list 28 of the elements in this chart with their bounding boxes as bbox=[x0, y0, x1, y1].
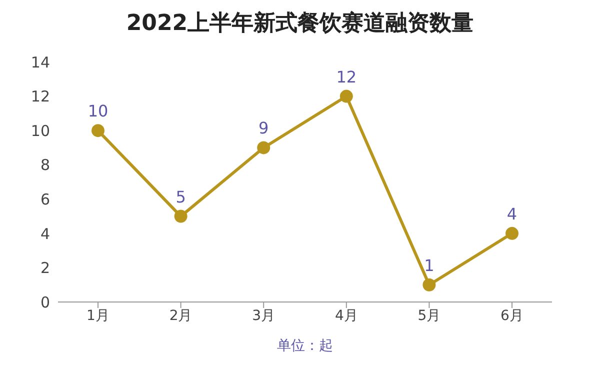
chart-title: 2022上半年新式餐饮赛道融资数量 bbox=[125, 10, 475, 38]
y-tick-label: 12 bbox=[30, 88, 50, 106]
data-label: 12 bbox=[336, 67, 357, 86]
point bbox=[174, 210, 188, 223]
y-tick-label: 6 bbox=[40, 190, 50, 208]
x-tick-label: 5月 bbox=[418, 308, 441, 324]
y-tick-label: 10 bbox=[30, 122, 50, 140]
point bbox=[506, 226, 518, 240]
data-label: 1 bbox=[424, 256, 434, 275]
point bbox=[257, 141, 270, 154]
data-label: 4 bbox=[506, 204, 518, 224]
x-tick-label: 3月 bbox=[252, 308, 276, 324]
data-label: 5 bbox=[176, 187, 186, 206]
x-axis-title: 单位：起 bbox=[277, 338, 333, 354]
x-tick-label: 2月 bbox=[169, 308, 192, 324]
data-label: 9 bbox=[258, 118, 269, 138]
x-tick-label: 4月 bbox=[334, 308, 358, 324]
y-tick-label: 14 bbox=[30, 53, 50, 72]
point bbox=[92, 124, 104, 138]
y-tick-label: 2 bbox=[40, 259, 50, 278]
point bbox=[340, 90, 353, 103]
point bbox=[422, 278, 436, 292]
y-tick-label: 4 bbox=[40, 224, 50, 243]
x-tick-label: 6月 bbox=[500, 308, 524, 324]
x-tick-label: 1月 bbox=[86, 308, 110, 324]
data-label: 10 bbox=[88, 102, 108, 121]
y-tick-label: 8 bbox=[40, 156, 50, 174]
y-tick-label: 0 bbox=[40, 293, 50, 312]
